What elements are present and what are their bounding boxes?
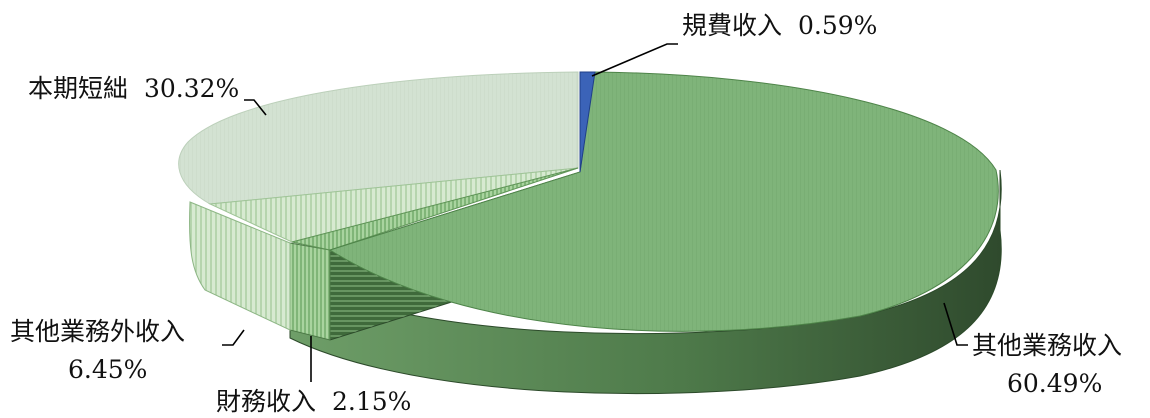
- leader-line-fees: [591, 43, 678, 77]
- label-finance: 財務收入 2.15%: [216, 387, 411, 416]
- slice-side-other-nonoperating: [189, 201, 291, 331]
- slice-top-finance: [291, 167, 579, 251]
- label-fees: 規費收入 0.59%: [682, 11, 877, 40]
- slice-side-finance: [289, 242, 331, 341]
- label-finance-value: 2.15%: [332, 387, 411, 416]
- slice-top-fees: [579, 71, 596, 173]
- slice-side-other-operating: [289, 169, 1002, 395]
- label-other-nonoperating-value: 6.45%: [68, 355, 147, 384]
- label-deficit: 本期短絀 30.32%: [28, 74, 239, 103]
- label-deficit-name: 本期短絀: [28, 74, 128, 103]
- label-deficit-value: 30.32%: [144, 74, 239, 103]
- label-fees-name: 規費收入: [682, 11, 782, 40]
- label-finance-name: 財務收入: [216, 387, 316, 416]
- label-other-operating-value: 60.49%: [1007, 369, 1102, 398]
- slice-top-deficit: [178, 71, 579, 205]
- label-other-operating-name: 其他業務收入: [972, 331, 1122, 360]
- label-fees-value: 0.59%: [798, 11, 877, 40]
- label-other-nonoperating-name: 其他業務外收入: [10, 317, 185, 346]
- leader-line-other-operating: [943, 302, 968, 346]
- leader-line-other-nonoperating: [222, 329, 245, 346]
- leader-line-deficit: [244, 99, 267, 116]
- slice-top-other-operating: [328, 71, 999, 332]
